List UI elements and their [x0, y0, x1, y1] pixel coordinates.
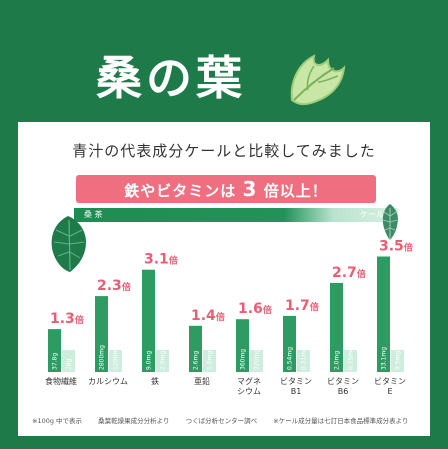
bar-mulberry-value: 2.6mg [193, 351, 200, 370]
category-label: E [387, 387, 392, 396]
banner-pre: 鉄やビタミンは [124, 182, 237, 200]
footnote-2: 桑葉乾燥果成分分析より [98, 417, 170, 425]
category-label: マグネ [237, 376, 261, 386]
bar-kale-value: 1.8mg [207, 351, 214, 370]
banner-post: 倍以上！ [263, 182, 328, 200]
bar-kale [250, 350, 263, 372]
category-label: ビタミン [280, 377, 312, 386]
bar-kale-value: 0.75mg [348, 347, 355, 370]
bar-mulberry [236, 319, 249, 372]
legend-bar: 桑 茶 ケール [74, 208, 398, 222]
bar-mulberry [48, 329, 61, 372]
ratio-label: 3.5倍 [379, 239, 413, 255]
ratio-label: 1.3倍 [50, 311, 84, 327]
ratio-label: 1.6倍 [238, 301, 272, 317]
bar-mulberry-value: 2.0mg [334, 351, 341, 370]
category-label: 食物繊維 [45, 376, 77, 386]
bar-mulberry-value: 2800mg [99, 345, 106, 370]
footnote-3: つくば分析センター調べ [185, 417, 258, 425]
bar-kale-value: 0.31mg [301, 347, 308, 370]
kale-leaf-icon [382, 204, 398, 240]
category-label: 亜鉛 [194, 376, 210, 386]
comparison-card: 青汁の代表成分ケールと比較してみました 鉄やビタミンは 3 倍以上！ 桑 茶 ケ… [18, 122, 430, 436]
bar-kale [203, 350, 216, 372]
bar-mulberry-value: 33.1mg [381, 347, 388, 370]
headline-banner: 鉄やビタミンは 3 倍以上！ [76, 175, 376, 203]
legend-kale: ケール [360, 210, 384, 219]
bar-kale-value: 220mg [254, 349, 261, 370]
hero-header: 桑の葉 [0, 0, 448, 122]
bar-mulberry-value: 360mg [240, 349, 247, 370]
bar-kale [344, 350, 357, 372]
category-label: B6 [338, 387, 349, 396]
bar-kale [109, 350, 122, 372]
category-label: 鉄 [151, 376, 159, 386]
ratio-label: 1.7倍 [285, 298, 319, 314]
bar-mulberry [95, 296, 108, 372]
bar-kale-value: 9.5mg [395, 351, 402, 370]
ratio-label: 3.1倍 [144, 252, 178, 268]
footnote-1: ※100g 中で表示 [32, 417, 83, 425]
category-label: シウム [237, 387, 261, 396]
category-label: B1 [291, 387, 302, 396]
footnote-4: ※ケール成分量は七訂日本食品標準成分表より [273, 417, 409, 425]
bar-kale-value: 2.9mg [160, 351, 167, 370]
bar-mulberry-value: 9.0mg [146, 351, 153, 370]
banner-number: 3 [242, 177, 258, 201]
ratio-label: 2.7倍 [332, 265, 366, 281]
footnotes: ※100g 中で表示 桑葉乾燥果成分分析より つくば分析センター調べ ※ケール成… [32, 415, 432, 425]
bar-mulberry [377, 256, 390, 372]
mulberry-leaf-icon [290, 54, 346, 106]
bar-kale [391, 350, 404, 372]
category-label: ビタミン [374, 377, 406, 386]
bar-kale [156, 350, 169, 372]
category-label: カルシウム [88, 377, 128, 386]
bar-mulberry [283, 315, 296, 372]
legend-mulberry: 桑 茶 [84, 210, 103, 219]
category-label: ビタミン [327, 377, 359, 386]
bar-kale-value: 28g [66, 358, 73, 370]
bar-kale [62, 350, 75, 372]
card-subtitle: 青汁の代表成分ケールと比較してみました [72, 142, 376, 160]
ratio-label: 2.3倍 [97, 278, 131, 294]
bar-mulberry [142, 269, 155, 372]
mulberry-leaf-illustration-icon [51, 216, 86, 272]
bar-mulberry [330, 282, 343, 372]
bar-mulberry-value: 37.8g [52, 353, 59, 370]
bar-kale [297, 350, 310, 372]
ratio-label: 1.4倍 [191, 308, 225, 324]
hero-title: 桑の葉 [96, 51, 246, 105]
bar-mulberry [189, 325, 202, 372]
bar-kale-value: 1200mg [113, 345, 120, 370]
bar-mulberry-value: 0.54mg [287, 347, 294, 370]
